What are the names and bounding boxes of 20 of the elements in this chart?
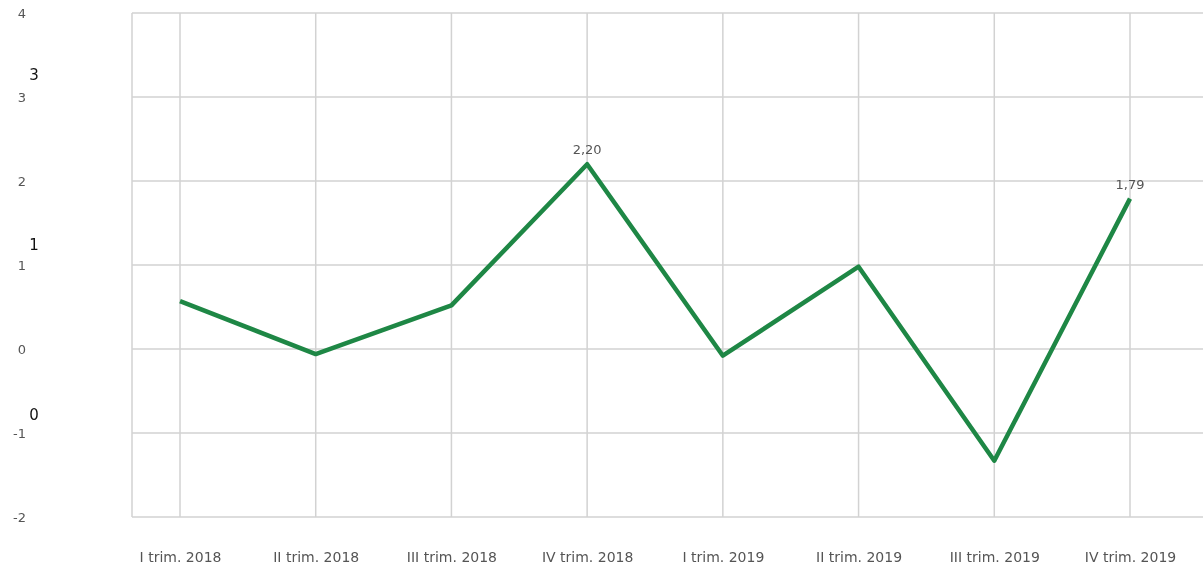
text: 1 [29, 236, 39, 255]
y-tick-label: -2 [13, 509, 26, 525]
x-tick-label: IV trim. 2019 [1084, 548, 1177, 565]
x-tick-label: I trim. 2019 [682, 548, 765, 565]
text: 3 [29, 66, 39, 85]
y-tick-label: 1 [17, 257, 26, 273]
y-tick-label: -1 [13, 425, 26, 441]
x-tick-label: II trim. 2018 [273, 548, 360, 565]
y-tick-label: 2 [17, 173, 26, 189]
y-tick-label: 4 [17, 5, 26, 21]
x-tick-label: II trim. 2019 [816, 548, 903, 565]
y-tick-label: 3 [17, 89, 26, 105]
x-tick-label: III trim. 2019 [949, 548, 1040, 565]
x-tick-label: I trim. 2018 [139, 548, 222, 565]
data-label: 1,79 [1115, 176, 1145, 192]
text: 0 [29, 406, 39, 425]
y-tick-label: 0 [17, 341, 26, 357]
data-label: 2,20 [572, 142, 602, 158]
x-tick-label: III trim. 2018 [406, 548, 497, 565]
x-tick-label: IV trim. 2018 [541, 548, 634, 565]
